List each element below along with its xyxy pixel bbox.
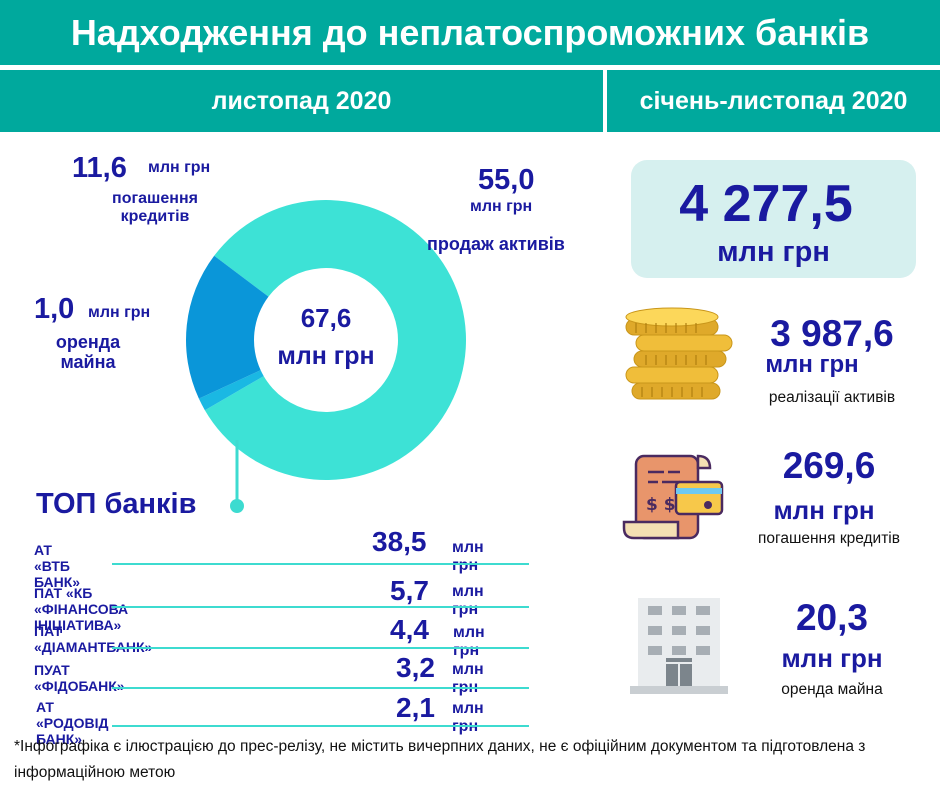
donut-chart (186, 200, 467, 513)
center-value: 67,6 (300, 303, 352, 333)
period-right: січень-листопад 2020 (607, 70, 940, 132)
bank-divider (112, 725, 529, 727)
bank-value: 5,7 (390, 575, 429, 606)
rent-line1: оренда (55, 332, 121, 352)
credits-line2: кредитів (120, 208, 190, 225)
slice-label-rent-value: 1,0 (34, 293, 75, 325)
svg-text:$ $: $ $ (646, 495, 676, 515)
assets-unit: млн грн (765, 351, 859, 378)
page-title: Надходження до неплатоспроможних банків (0, 0, 940, 65)
bank-unit: млн грн (452, 539, 484, 574)
slice-sales (204, 200, 467, 480)
bank-value: 38,5 (372, 526, 427, 557)
bank-unit: млн грн (453, 624, 485, 659)
coins-icon (625, 307, 733, 400)
slice-label-rent-unit: млн грн (88, 304, 151, 321)
assets-desc: реалізації активів (768, 389, 896, 406)
slice-label-credits-value: 11,6 (72, 152, 127, 184)
center-unit: млн грн (277, 342, 375, 370)
top-banks-heading: ТОП банків (36, 488, 197, 520)
slice-label-credits-unit: млн грн (148, 159, 211, 176)
credits-unit: млн грн (773, 495, 875, 525)
annual-total-box (631, 160, 916, 278)
bank-value: 2,1 (396, 692, 435, 723)
bill-card-icon: $ $ (622, 454, 724, 540)
annual-total-value: 4 277,5 (679, 175, 853, 233)
footnote: *Інфографіка є ілюстрацією до прес-реліз… (14, 738, 866, 781)
connector-dot (230, 499, 244, 513)
slice-label-sales-name: продаж активів (427, 234, 565, 254)
bank-name: ПУАТ «ФІДОБАНК» (34, 662, 125, 694)
bank-name: АТ «РОДОВІД БАНК» (36, 699, 109, 747)
annual-total-unit: млн грн (717, 236, 830, 268)
slice-label-rent-name: оренда майна (28, 332, 148, 372)
slice-rent (198, 370, 264, 411)
credits-desc: погашення кредитів (758, 530, 900, 547)
bank-divider (112, 606, 529, 608)
bank-unit: млн грн (452, 583, 484, 618)
rent-line2: майна (60, 352, 116, 372)
donut-slices (186, 200, 467, 480)
slice-credits (186, 255, 269, 399)
bank-divider (112, 563, 529, 565)
bank-unit: млн грн (452, 661, 484, 696)
bank-divider (112, 687, 529, 689)
credits-value: 269,6 (782, 445, 876, 486)
slice-label-credits-name: погашення кредитів (95, 190, 215, 226)
rent-value: 20,3 (795, 597, 868, 638)
slice-label-sales-unit: млн грн (470, 198, 533, 215)
period-left: листопад 2020 (0, 70, 603, 132)
assets-value: 3 987,6 (770, 313, 894, 354)
bank-name: ПАТ «ДІАМАНТБАНК» (34, 623, 153, 655)
credits-line1: погашення (112, 190, 198, 207)
slice-label-sales-value: 55,0 (478, 164, 535, 196)
rent-unit: млн грн (781, 643, 883, 673)
bank-unit: млн грн (452, 700, 484, 735)
bank-divider (112, 647, 529, 649)
bank-name: ПАТ «КБ «ФІНАНСОВА ІНІЦІАТИВА» (34, 585, 129, 633)
bank-value: 4,4 (390, 614, 429, 645)
building-icon (630, 598, 728, 694)
bank-value: 3,2 (396, 652, 435, 683)
bank-name: АТ «ВТБ БАНК» (34, 542, 81, 590)
rent-desc: оренда майна (781, 681, 883, 698)
